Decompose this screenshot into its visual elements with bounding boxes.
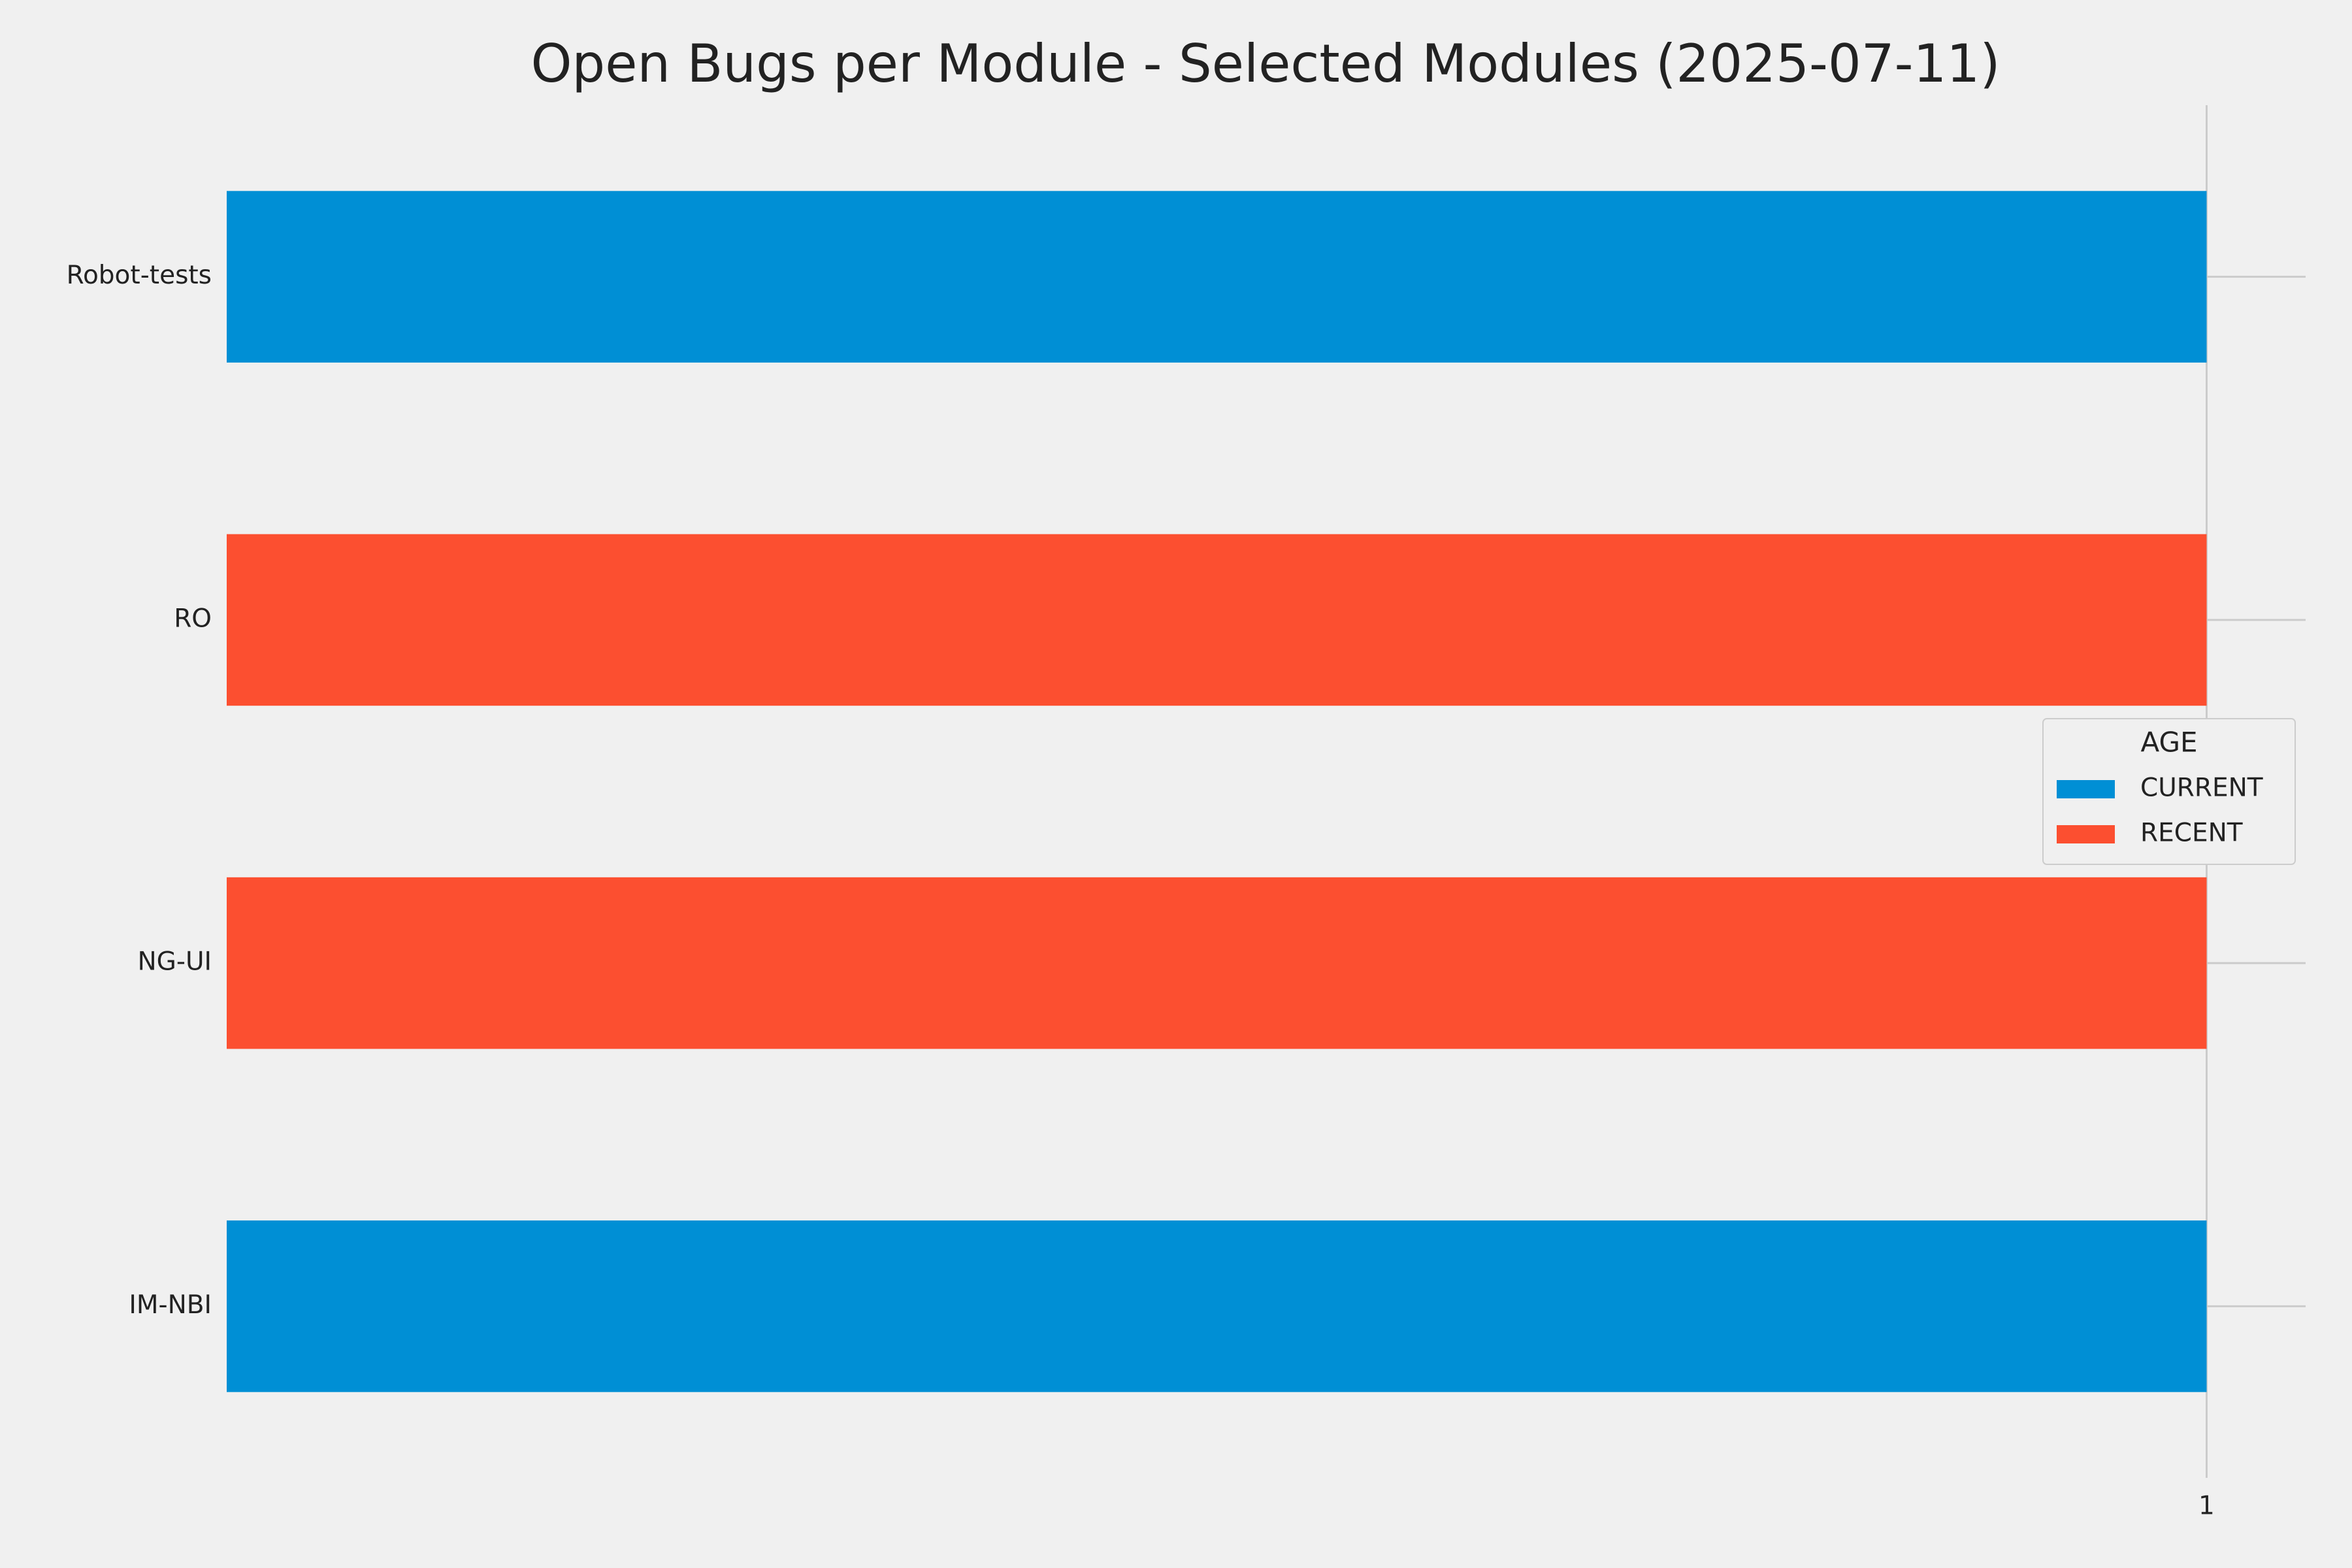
legend-label: CURRENT — [2140, 774, 2263, 803]
bar — [227, 534, 2207, 706]
legend-swatch — [2057, 825, 2115, 843]
legend-swatch — [2057, 780, 2115, 798]
bar — [227, 877, 2207, 1049]
legend-label: RECENT — [2140, 819, 2243, 848]
bar — [227, 1220, 2207, 1392]
legend: AGE CURRENT RECENT — [2042, 718, 2296, 865]
x-tick-label: 1 — [2198, 1492, 2215, 1521]
y-tick-label: RO — [174, 604, 212, 633]
y-tick-label: NG-UI — [137, 947, 212, 977]
y-tick-label: IM-NBI — [129, 1290, 212, 1320]
chart-title: Open Bugs per Module - Selected Modules … — [531, 33, 2000, 94]
legend-title: AGE — [2140, 727, 2197, 759]
bar — [227, 191, 2207, 363]
y-tick-label: Robot-tests — [67, 261, 212, 290]
